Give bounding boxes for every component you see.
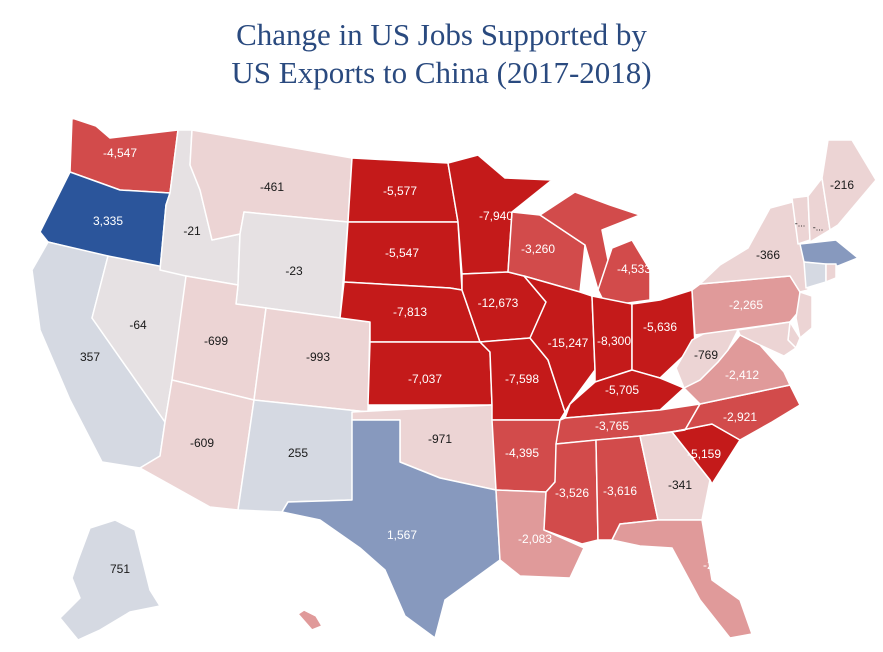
value-label-IN: -8,300 [597,334,631,348]
value-label-MS: -3,526 [555,486,589,500]
value-label-GA: -341 [668,478,692,492]
value-label-CA: 357 [80,350,100,364]
state-AK[interactable] [59,519,161,641]
map-title: Change in US Jobs Supported by US Export… [0,16,883,92]
value-label-ND: -5,577 [383,184,417,198]
value-label-NM: 255 [288,446,308,460]
value-label-MT: -461 [260,180,284,194]
value-label-ME: -216 [830,178,854,192]
value-label-TN: -3,765 [595,419,629,433]
value-label-MO: -7,598 [505,372,539,386]
state-HI[interactable] [297,609,323,631]
value-label-WI: -3,260 [521,242,555,256]
value-label-SC: -5,159 [687,447,721,461]
value-label-MI: -4,533 [617,262,651,276]
value-label-WY: -23 [285,264,303,278]
value-label-AZ: -609 [190,436,214,450]
state-TX[interactable] [281,419,501,639]
value-label-AL: -3,616 [603,484,637,498]
state-value-labels: -4,547 3,335 357 -64 -21 -461 -23 -699 -609 -993 2… [80,146,854,576]
value-label-KY: -5,705 [605,383,639,397]
value-label-IL: -15,247 [548,336,589,350]
value-label-PA: -2,265 [729,298,763,312]
value-label-FL: -2,078 [703,558,737,572]
value-label-NY: -366 [756,248,780,262]
state-MA[interactable] [799,239,859,267]
value-label-NV: -64 [129,318,147,332]
value-label-UT: -699 [204,334,228,348]
state-IL[interactable] [523,275,596,413]
state-NJ[interactable] [795,291,813,339]
state-FL[interactable] [611,519,753,639]
value-label-WV: -769 [694,348,718,362]
state-ME[interactable] [821,139,877,231]
value-label-IA: -12,673 [478,296,519,310]
value-label-OR: 3,335 [93,214,123,228]
state-MD[interactable] [737,321,797,357]
value-label-LA: -2,083 [518,532,552,546]
value-label-AR: -4,395 [505,446,539,460]
value-label-ID: -21 [183,224,201,238]
value-label-OK: -971 [428,432,452,446]
value-label-KS: -7,037 [408,372,442,386]
state-shapes [31,117,877,641]
value-label-VT: -... [795,218,806,228]
value-label-WA: -4,547 [103,146,137,160]
value-label-AK: 751 [110,562,130,576]
value-label-CO: -993 [306,350,330,364]
value-label-VA: -2,412 [725,368,759,382]
value-label-SD: -5,547 [385,246,419,260]
state-CT[interactable] [803,261,827,289]
value-label-MN: -7,940 [479,209,513,223]
title-line-1: Change in US Jobs Supported by [236,17,647,52]
state-RI[interactable] [825,263,837,283]
value-label-OH: -5,636 [643,320,677,334]
value-label-NH: -... [813,222,824,232]
title-line-2: US Exports to China (2017-2018) [231,55,652,90]
value-label-TX: 1,567 [387,528,417,542]
state-NY[interactable] [699,199,809,293]
value-label-NC: -2,921 [723,410,757,424]
state-GA[interactable] [639,431,711,521]
value-label-NE: -7,813 [393,305,427,319]
